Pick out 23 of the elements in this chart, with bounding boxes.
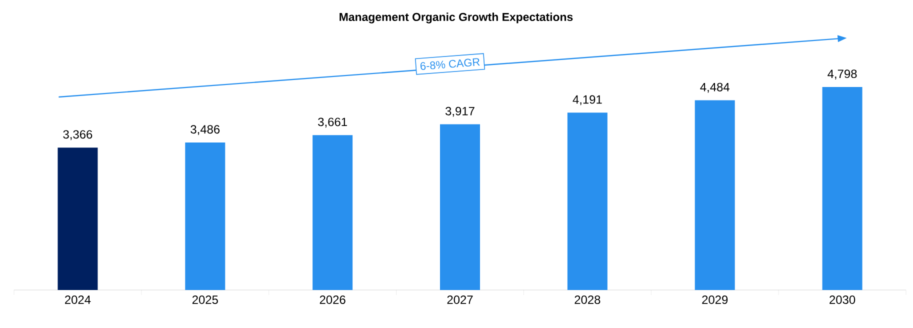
x-tick-label: 2027 — [447, 296, 473, 304]
data-label: 3,486 — [190, 125, 220, 135]
x-tick-label: 2026 — [320, 296, 346, 304]
bar — [440, 124, 480, 290]
bar — [185, 142, 226, 290]
x-tick-label: 2030 — [830, 296, 856, 304]
bar — [822, 86, 862, 290]
text: 6-8% CAGR — [420, 58, 480, 70]
data-label: 4,191 — [572, 95, 602, 106]
data-label: 3,917 — [446, 106, 474, 117]
x-tick-label: 2029 — [702, 296, 728, 304]
chart-title: Management Organic Growth Expectations — [340, 12, 573, 24]
data-label: 4,798 — [828, 70, 857, 80]
x-tick-label: 2028 — [574, 296, 600, 304]
bar — [694, 100, 735, 290]
x-tick-label: 2025 — [192, 296, 218, 304]
bar — [312, 135, 353, 290]
bar — [567, 112, 608, 290]
data-label: 3,366 — [63, 130, 92, 140]
data-label: 4,484 — [700, 82, 730, 93]
x-tick-label: 2024 — [65, 296, 91, 304]
data-label: 3,661 — [318, 118, 347, 128]
bar — [58, 148, 98, 290]
